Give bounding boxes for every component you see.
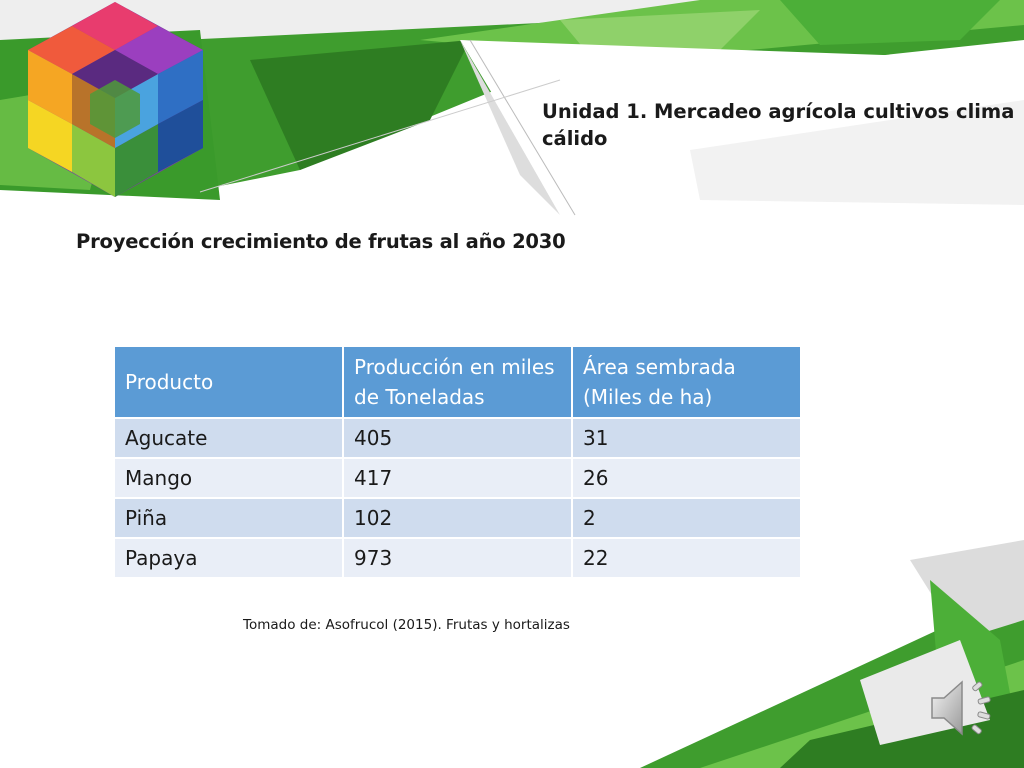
table-header-row: Producto Producción en miles de Tonelada… [113, 345, 802, 419]
column-header-producto: Producto [113, 345, 344, 419]
table-cell: 2 [571, 497, 802, 539]
logo-cube-icon [28, 2, 203, 197]
table-cell: Mango [113, 457, 344, 499]
table-cell: Piña [113, 497, 344, 539]
table-cell: 973 [342, 537, 573, 579]
table-cell: Papaya [113, 537, 344, 579]
table-row: Mango 417 26 [113, 457, 802, 499]
speaker-icon[interactable] [928, 676, 1000, 740]
table-cell: 102 [342, 497, 573, 539]
source-citation: Tomado de: Asofrucol (2015). Frutas y ho… [243, 617, 570, 633]
unit-title: Unidad 1. Mercadeo agrícola cultivos cli… [542, 100, 1015, 150]
table-cell: Agucate [113, 417, 344, 459]
table-row: Piña 102 2 [113, 497, 802, 539]
table-cell: 22 [571, 537, 802, 579]
table-cell: 26 [571, 457, 802, 499]
fruit-projection-table: Producto Producción en miles de Tonelada… [113, 345, 802, 579]
column-header-area: Área sembrada (Miles de ha) [571, 345, 802, 419]
table-cell: 31 [571, 417, 802, 459]
slide-title: Proyección crecimiento de frutas al año … [76, 230, 566, 253]
table-cell: 417 [342, 457, 573, 499]
table-cell: 405 [342, 417, 573, 459]
column-header-produccion: Producción en miles de Toneladas [342, 345, 573, 419]
table-row: Papaya 973 22 [113, 537, 802, 579]
table-row: Agucate 405 31 [113, 417, 802, 459]
